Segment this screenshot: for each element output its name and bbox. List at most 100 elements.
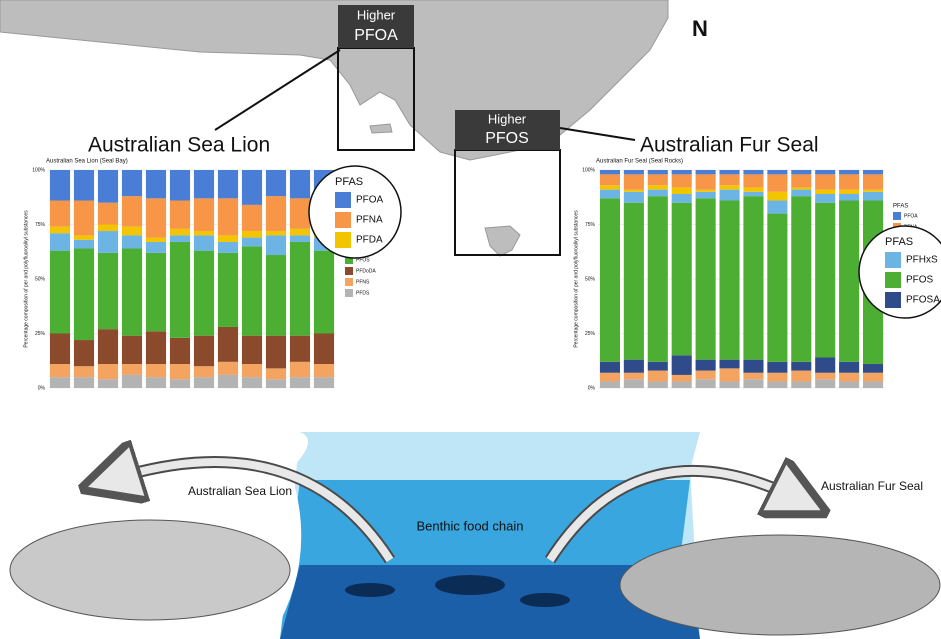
bar-segment	[767, 170, 788, 175]
bar-segment	[217, 326, 239, 362]
bar-segment	[767, 361, 788, 373]
bar-segment	[862, 189, 884, 192]
bar-segment	[623, 174, 644, 190]
bar-segment	[647, 189, 668, 197]
bar-segment	[73, 200, 95, 236]
y-axis-label: Percentage composition of per and polyfl…	[573, 210, 579, 348]
zoom-label: PFOSA	[906, 295, 940, 306]
legend-swatch	[345, 256, 353, 264]
bar-segment	[695, 359, 716, 371]
y-tick-label: 50%	[585, 276, 596, 282]
y-tick-label: 75%	[35, 222, 46, 228]
bar-segment	[671, 202, 692, 356]
bar-segment	[743, 196, 764, 360]
bar-segment	[217, 252, 239, 327]
bar-segment	[791, 174, 812, 188]
bar-segment	[169, 200, 191, 229]
bar-segment	[49, 377, 71, 388]
zoom-label: PFOA	[356, 195, 384, 206]
bar-segment	[695, 370, 716, 380]
y-tick-label: 75%	[585, 222, 596, 228]
bar-segment	[599, 372, 621, 382]
bar-segment	[313, 333, 335, 365]
callout-text: Higher	[488, 111, 527, 126]
bar-segment	[791, 196, 812, 362]
sea-lion	[9, 519, 291, 621]
bar-segment	[193, 366, 215, 378]
bar-segment	[193, 377, 215, 388]
bar-segment	[97, 202, 119, 225]
bar-segment	[767, 174, 788, 192]
bar-segment	[815, 193, 836, 203]
bar-segment	[169, 364, 191, 380]
bar-segment	[647, 370, 668, 382]
bar-segment	[289, 241, 311, 336]
legend-label: PFOS	[356, 257, 370, 263]
bar-segment	[791, 170, 812, 175]
zoom-swatch	[335, 232, 351, 248]
bar-segment	[791, 361, 812, 371]
bar-segment	[49, 170, 71, 201]
bar-segment	[265, 235, 287, 256]
bar-segment	[145, 331, 167, 365]
callout-box	[338, 5, 414, 48]
bar-segment	[839, 174, 860, 190]
bar-segment	[767, 191, 788, 201]
bar-segment	[839, 170, 860, 175]
bar-segment	[97, 364, 119, 380]
zoom-legend-title: PFAS	[335, 176, 363, 188]
bar-segment	[743, 170, 764, 175]
bar-segment	[217, 241, 239, 253]
bar-segment	[121, 196, 143, 227]
bar-segment	[695, 191, 716, 199]
bar-segment	[73, 170, 95, 201]
bar-segment	[265, 255, 287, 336]
bar-segment	[97, 231, 119, 253]
bar-segment	[49, 226, 71, 234]
bar-segment	[145, 198, 167, 238]
leader-line	[559, 127, 636, 141]
bar-segment	[193, 250, 215, 336]
bar-segment	[217, 198, 239, 236]
bar-segment	[695, 170, 716, 175]
bar-segment	[599, 198, 621, 362]
bar-segment	[169, 170, 191, 201]
bar-segment	[862, 364, 884, 373]
callout-box	[455, 110, 560, 150]
bar-segment	[97, 252, 119, 330]
bar-segment	[695, 198, 716, 360]
bar-segment	[97, 170, 119, 203]
bar-segment	[839, 193, 860, 201]
y-tick-label: 25%	[585, 331, 596, 337]
zoom-swatch	[885, 252, 901, 268]
bar-segment	[815, 379, 836, 388]
species-label: Australian Fur Seal	[640, 134, 819, 157]
bar-segment	[599, 189, 621, 199]
bar-segment	[743, 359, 764, 373]
bar-segment	[97, 329, 119, 365]
bar-segment	[241, 335, 263, 365]
bar-segment	[815, 174, 836, 190]
bar-segment	[73, 340, 95, 367]
bar-segment	[289, 335, 311, 362]
ocean	[280, 565, 700, 639]
bar-segment	[289, 377, 311, 388]
chart-title: Australian Sea Lion (Seal Bay)	[46, 159, 128, 165]
bar-segment	[49, 200, 71, 227]
arrow	[546, 471, 800, 563]
bar-segment	[145, 241, 167, 253]
bar-segment	[719, 189, 740, 201]
bar-segment	[743, 174, 764, 188]
fish	[435, 575, 505, 595]
bar-segment	[217, 235, 239, 242]
bar-segment	[313, 250, 335, 334]
bar-segment	[719, 170, 740, 175]
food-chain-label: Benthic food chain	[417, 518, 524, 533]
zoom-label: PFOS	[906, 275, 934, 286]
bar-segment	[719, 368, 740, 382]
chart-title: Australian Fur Seal (Seal Rocks)	[596, 159, 683, 165]
zoom-label: PFNA	[356, 215, 383, 226]
bar-segment	[839, 200, 860, 362]
bar-segment	[121, 374, 143, 388]
bar-segment	[73, 248, 95, 341]
